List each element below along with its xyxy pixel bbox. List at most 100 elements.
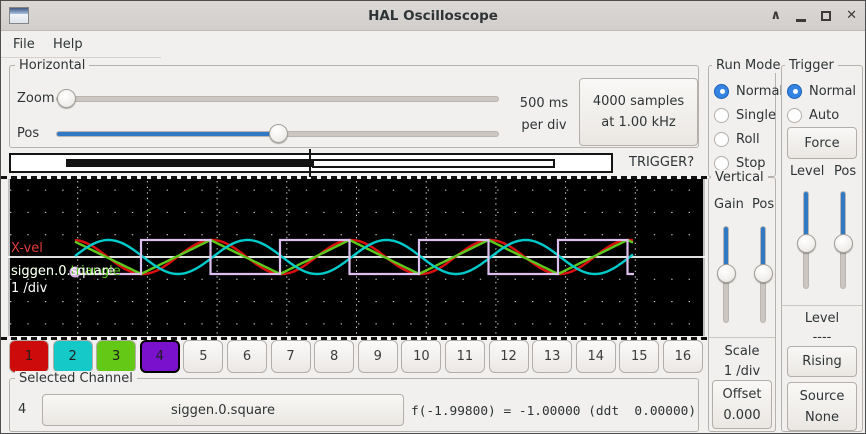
pos-slider-fill — [57, 132, 280, 136]
radio-icon[interactable] — [714, 107, 729, 123]
window-title: HAL Oscilloscope — [368, 8, 498, 24]
shade-icon[interactable]: ∧ — [770, 8, 782, 23]
channel-button-13[interactable]: 13 — [532, 340, 573, 373]
scope-label-channel-name: siggen.0.square — [11, 264, 115, 279]
channel-button-8[interactable]: 8 — [314, 340, 355, 373]
channel-button-9[interactable]: 9 — [357, 340, 398, 373]
channel-readout: f(-1.99800) = -1.00000 (ddt 0.00000) — [411, 404, 697, 419]
trigger-separator — [782, 305, 862, 306]
samples-count: 4000 samples — [592, 94, 685, 109]
radio-option-normal[interactable]: Normal — [787, 79, 856, 103]
trigger-pos-slider-fill — [841, 192, 845, 244]
scope-bottom-dashed-edge — [1, 337, 708, 340]
radio-icon[interactable] — [714, 155, 729, 171]
trigger-level-value: ---- — [812, 330, 832, 345]
channel-button-15[interactable]: 15 — [619, 340, 660, 373]
channel-button-10[interactable]: 10 — [401, 340, 442, 373]
radio-label: Normal — [809, 83, 857, 99]
window-icon — [9, 7, 29, 24]
rate-unit: per div — [521, 118, 567, 133]
radio-selected-icon[interactable] — [714, 83, 729, 99]
channel-button-5[interactable]: 5 — [183, 340, 224, 373]
scope-canvas — [8, 179, 705, 336]
radio-option-normal[interactable]: Normal — [714, 79, 783, 103]
pos-label: Pos — [17, 126, 40, 141]
samples-button[interactable]: 4000 samples at 1.00 kHz — [579, 78, 698, 146]
gain-slider-handle[interactable] — [717, 264, 736, 283]
radio-icon[interactable] — [714, 131, 729, 147]
trigger-frame-label: Trigger — [785, 58, 838, 73]
trigger-options: Normal Auto — [787, 79, 856, 127]
scope-label-ghost: siggen.0.triangle — [11, 264, 121, 279]
run-mode-frame-label: Run Mode — [712, 58, 785, 73]
close-icon[interactable]: ✕ — [846, 8, 857, 23]
maximize-icon[interactable] — [821, 11, 832, 21]
force-button[interactable]: Force — [787, 127, 857, 159]
window-icon-header — [10, 8, 28, 14]
menu-separator — [1, 57, 161, 58]
trigger-edge-button[interactable]: Rising — [787, 346, 857, 377]
trigger-level-slider-handle[interactable] — [797, 234, 816, 253]
trigger-pos-label: Pos — [834, 164, 857, 179]
vertical-pos-slider-handle[interactable] — [754, 264, 773, 283]
vertical-pos-label: Pos — [752, 197, 775, 212]
gain-slider-fill — [724, 227, 728, 275]
titlebar[interactable]: HAL Oscilloscope ∧ ✕ — [1, 1, 865, 31]
channel-button-14[interactable]: 14 — [575, 340, 616, 373]
trigger-level-value-label: Level — [804, 311, 840, 326]
channel-button-12[interactable]: 12 — [488, 340, 529, 373]
channel-button-16[interactable]: 16 — [662, 340, 703, 373]
radio-option-single[interactable]: Single — [714, 103, 783, 127]
pretrigger-bar — [66, 159, 312, 167]
channel-name-button[interactable]: siggen.0.square — [42, 394, 404, 426]
channel-button-6[interactable]: 6 — [226, 340, 267, 373]
radio-option-stop[interactable]: Stop — [714, 151, 783, 175]
radio-option-auto[interactable]: Auto — [787, 103, 856, 127]
radio-label: Normal — [736, 83, 784, 99]
gain-label: Gain — [714, 197, 744, 212]
channel-button-2[interactable]: 2 — [52, 340, 93, 373]
zoom-slider-track[interactable] — [56, 96, 499, 102]
selected-channel-frame — [9, 378, 699, 432]
vertical-pos-slider-fill — [761, 227, 765, 275]
trigger-position-marker[interactable] — [309, 149, 311, 177]
channel-button-1[interactable]: 1 — [9, 340, 49, 373]
offset-label: Offset — [722, 386, 762, 402]
trigger-level-slider-fill — [804, 192, 808, 244]
zoom-slider-handle[interactable] — [57, 89, 76, 108]
selected-channel-frame-label: Selected Channel — [15, 371, 137, 386]
window-controls: ∧ ✕ — [771, 1, 857, 31]
zoom-label: Zoom — [17, 91, 55, 106]
radio-label: Stop — [736, 155, 766, 171]
scale-value: 1 /div — [723, 364, 761, 379]
posttrigger-bar — [312, 158, 555, 168]
offset-button[interactable]: Offset 0.000 — [712, 380, 772, 429]
scale-label: Scale — [724, 344, 760, 359]
minimize-icon[interactable] — [796, 10, 807, 22]
radio-label: Auto — [809, 107, 840, 123]
channel-button-3[interactable]: 3 — [96, 340, 137, 373]
horizontal-frame — [9, 65, 699, 148]
trigger-level-label: Level — [790, 164, 825, 179]
scope-top-dashed-edge — [1, 176, 708, 179]
vertical-separator — [709, 337, 775, 338]
trigger-source-button[interactable]: Source None — [787, 382, 857, 431]
channel-button-4[interactable]: 4 — [139, 340, 180, 373]
radio-option-roll[interactable]: Roll — [714, 127, 783, 151]
channel-button-7[interactable]: 7 — [270, 340, 311, 373]
menu-help[interactable]: Help — [53, 37, 83, 52]
channel-button-11[interactable]: 11 — [444, 340, 485, 373]
record-progress-bar — [9, 153, 613, 173]
trigger-status-label: TRIGGER? — [629, 155, 695, 170]
sample-rate-text: 500 ms per div — [513, 93, 575, 137]
pos-slider-handle[interactable] — [269, 124, 288, 143]
menu-file[interactable]: File — [13, 37, 35, 52]
trigger-source-label: Source — [799, 388, 845, 404]
scope-display[interactable]: X-vel siggen.0.triangle siggen.0.square … — [8, 179, 705, 336]
radio-icon[interactable] — [787, 107, 802, 123]
channel-button-row: 1 2 3 4 5 6 7 8 9 10 11 12 13 14 15 16 — [9, 340, 703, 373]
radio-selected-icon[interactable] — [787, 83, 802, 99]
trigger-pos-slider-handle[interactable] — [834, 234, 853, 253]
rate-value: 500 ms — [519, 96, 569, 111]
